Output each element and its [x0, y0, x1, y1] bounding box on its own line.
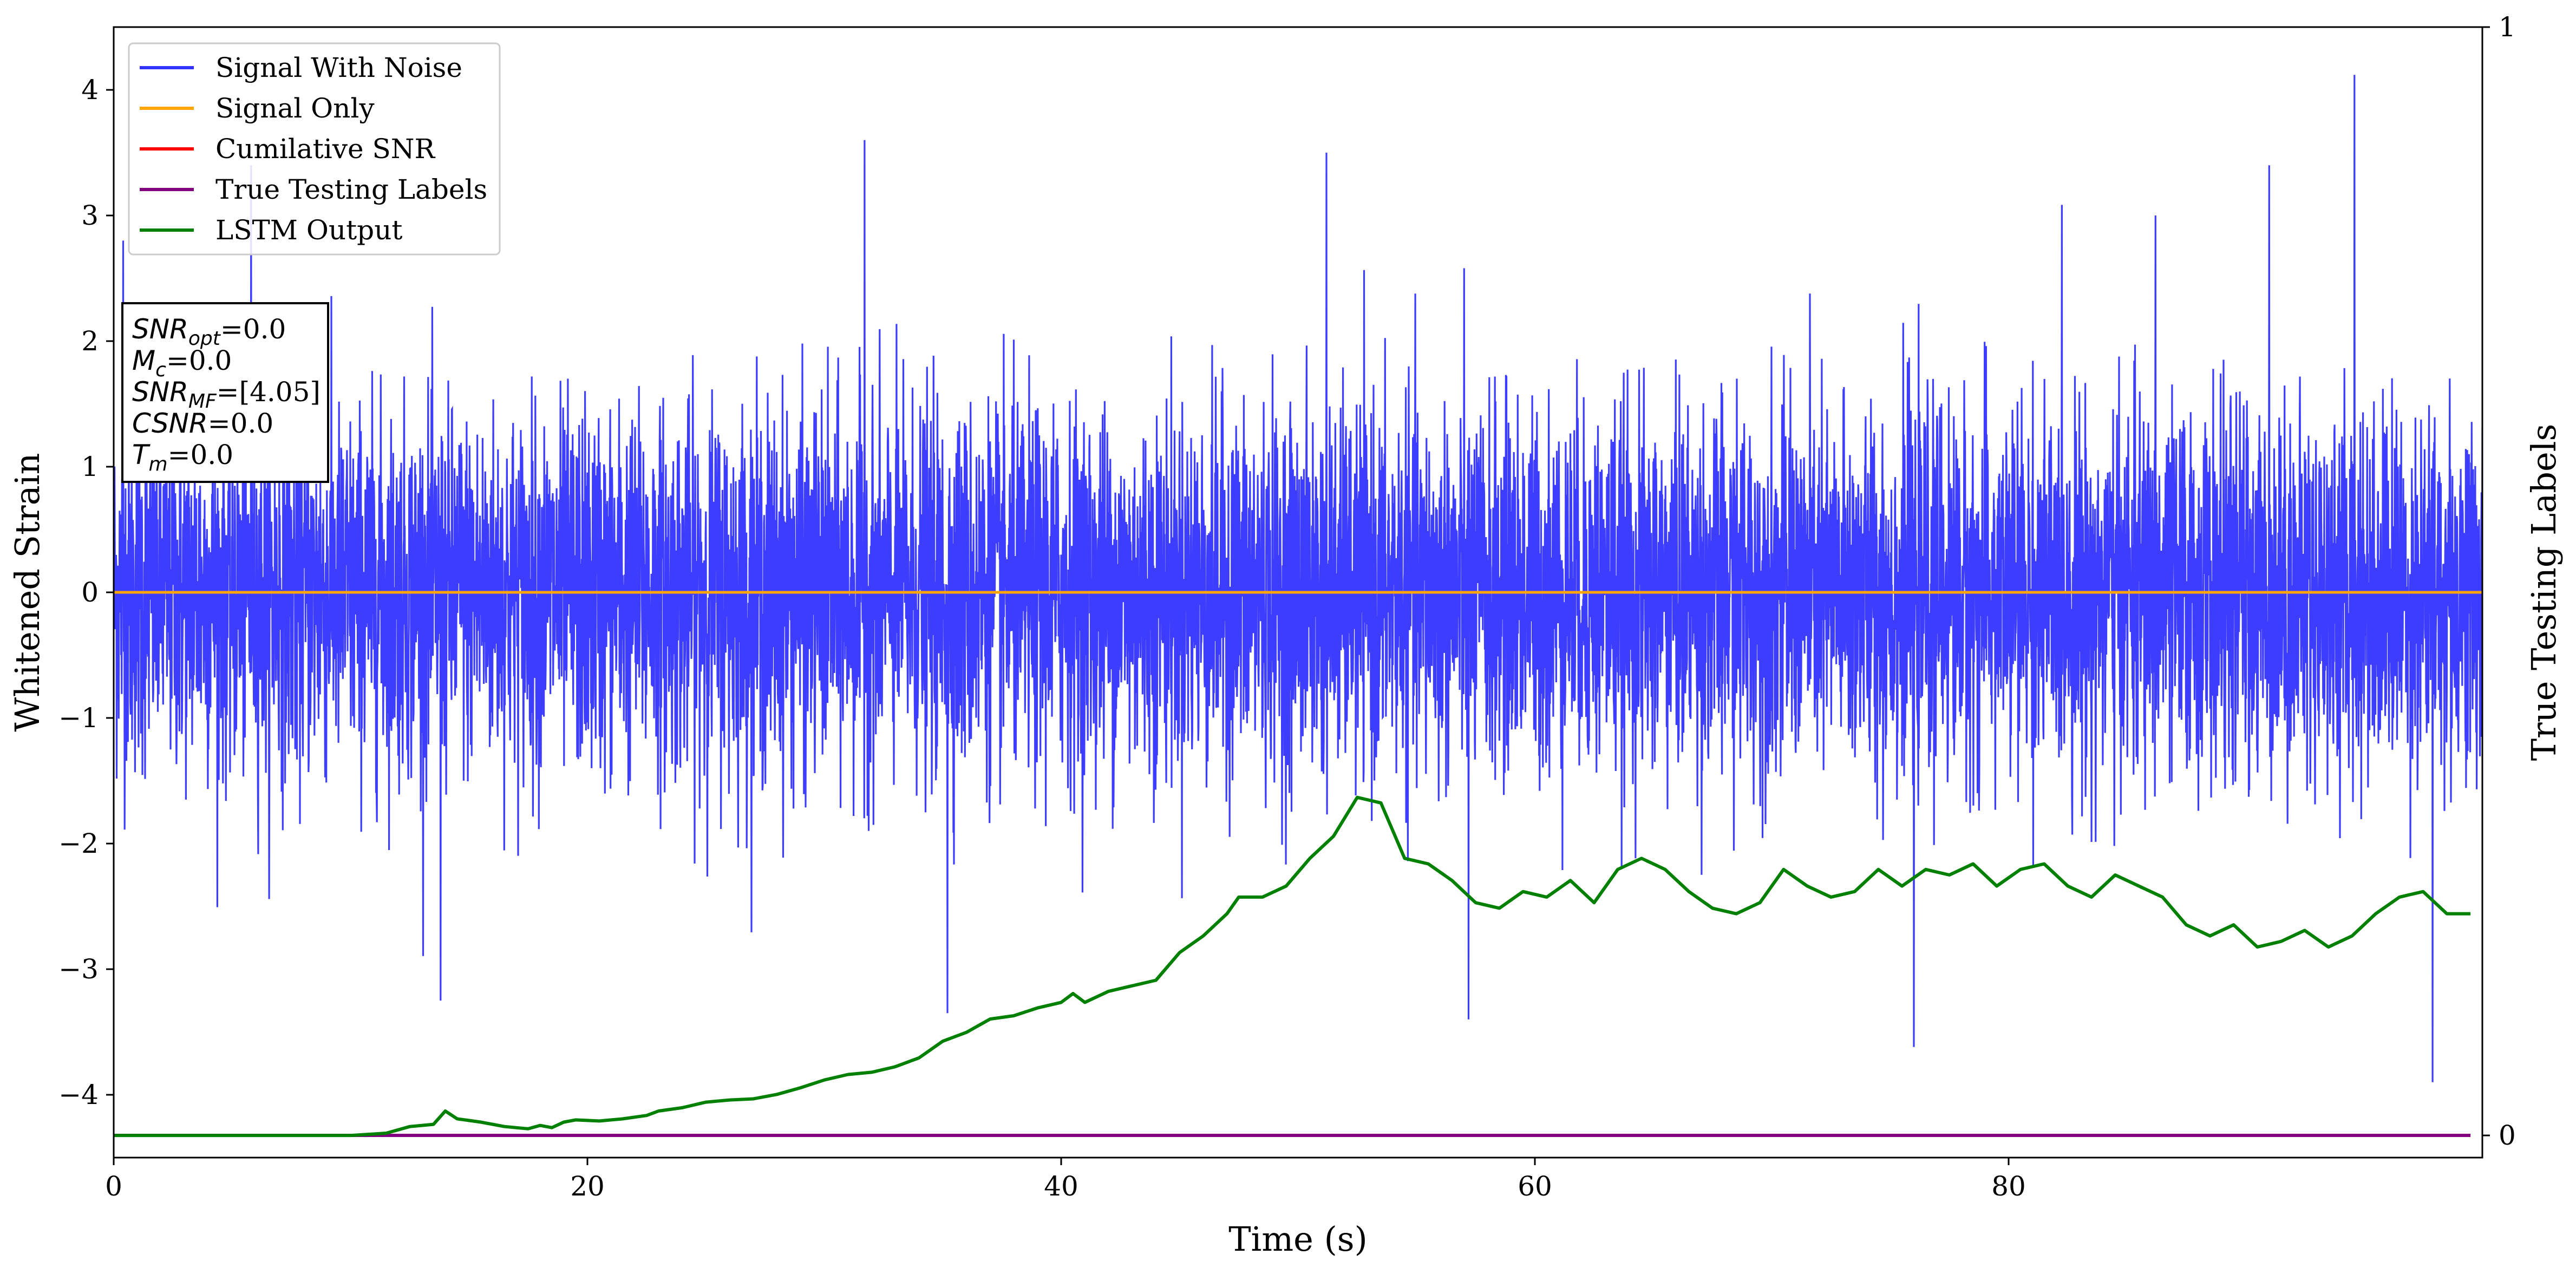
x-tick-label: 0	[105, 1171, 122, 1202]
y-tick-label: −4	[58, 1079, 99, 1110]
parameter-value: =0.0	[168, 439, 233, 471]
parameter-symbol: CSNR	[132, 408, 208, 439]
parameter-subscript: c	[155, 359, 166, 381]
x-axis-label: Time (s)	[1228, 1219, 1368, 1259]
parameter-line: CSNR=0.0	[132, 408, 273, 439]
legend-label: Cumilative SNR	[215, 133, 435, 165]
parameter-line: SNRopt=0.0	[132, 313, 286, 350]
parameter-symbol: M	[132, 345, 155, 376]
parameter-subscript: opt	[188, 328, 221, 350]
plot-area	[114, 75, 2482, 1138]
legend-box	[128, 42, 501, 256]
parameter-symbol: SNR	[132, 376, 188, 408]
legend: Signal With Noise Signal Only Cumilative S…	[128, 42, 501, 256]
y-axis-label: Whitened Strain	[8, 453, 47, 732]
y-tick-label: 2	[81, 325, 99, 357]
x-tick-label: 20	[570, 1171, 605, 1202]
legend-label: Signal Only	[215, 93, 375, 124]
x-tick-label: 40	[1044, 1171, 1078, 1202]
parameter-box: SNRopt=0.0Mc=0.0SNRMF=[4.05]CSNR=0.0Tm=0…	[121, 302, 329, 483]
plot-clip-group	[114, 75, 2482, 1138]
legend-label: True Testing Labels	[215, 174, 487, 205]
y-tick-label: 1	[81, 451, 99, 482]
y-tick-label: −3	[58, 953, 99, 985]
legend-label: LSTM Output	[215, 214, 402, 246]
parameter-value: =[4.05]	[217, 376, 321, 408]
parameter-value: =0.0	[208, 408, 273, 439]
y-tick-label: −1	[58, 702, 99, 734]
parameter-symbol: SNR	[132, 313, 188, 345]
parameter-subscript: MF	[188, 390, 217, 413]
y-tick-label: 0	[81, 577, 99, 608]
y-tick-label: −2	[58, 828, 99, 859]
parameter-subscript: m	[149, 453, 168, 475]
y2-tick-label: 0	[2499, 1120, 2516, 1151]
parameter-symbol: T	[132, 439, 151, 471]
x-tick-label: 60	[1518, 1171, 1552, 1202]
parameter-value: =0.0	[220, 313, 286, 345]
parameter-box-frame	[121, 302, 329, 483]
y2-tick-label: 1	[2499, 11, 2516, 43]
parameter-line: Tm=0.0	[132, 439, 233, 475]
y2-axis-label: True Testing Labels	[2524, 424, 2564, 761]
parameter-line: SNRMF=[4.05]	[132, 376, 321, 413]
legend-label: Signal With Noise	[215, 52, 462, 83]
parameter-value: =0.0	[166, 345, 232, 376]
y-tick-label: 3	[81, 200, 99, 231]
x-tick-label: 80	[1991, 1171, 2026, 1202]
y-tick-label: 4	[81, 74, 99, 106]
parameter-line: Mc=0.0	[132, 345, 232, 381]
series-lstm-output	[114, 795, 2471, 1138]
